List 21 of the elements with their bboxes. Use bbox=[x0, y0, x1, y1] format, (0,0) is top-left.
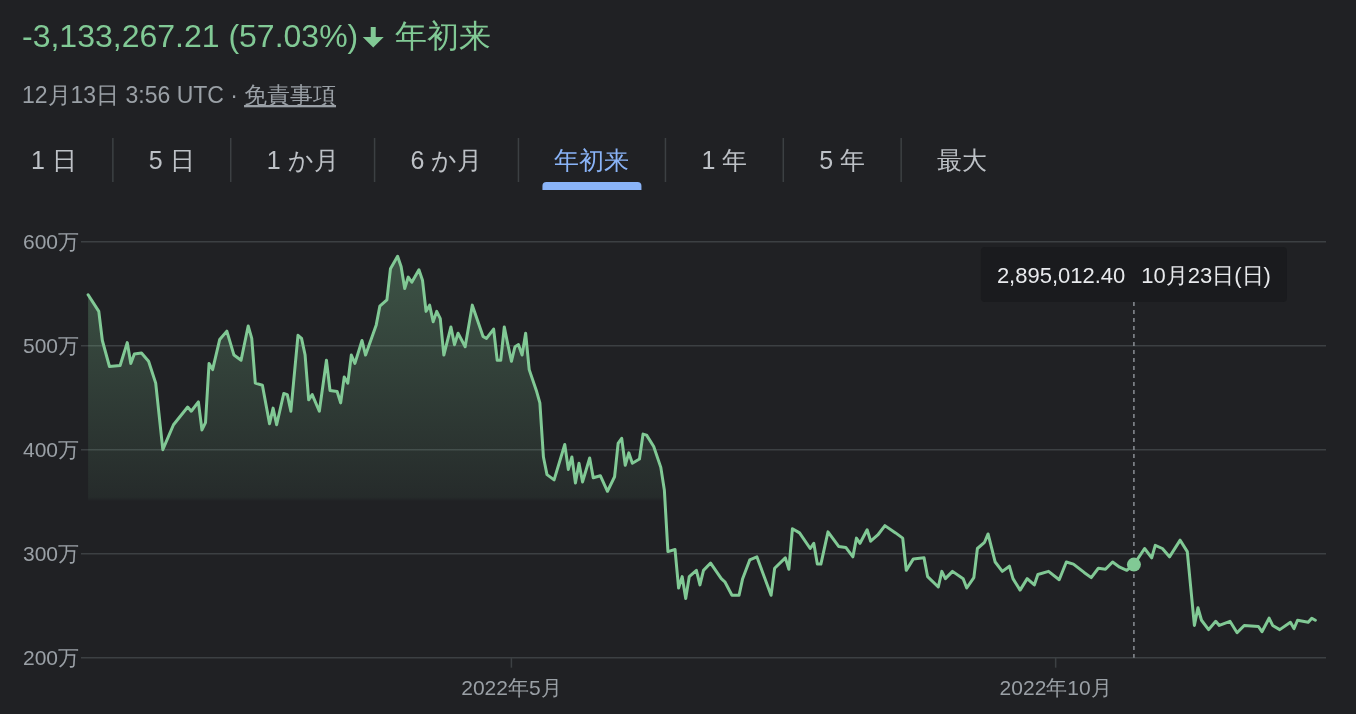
annotation: 2,895,012.40 bbox=[996, 263, 1126, 288]
range-label: 最大 bbox=[937, 146, 988, 174]
chart-title: -3,133,267.21 (57.03%) bbox=[22, 18, 359, 54]
range-label: 5 日 bbox=[148, 146, 195, 174]
range-label: 1 か月 bbox=[266, 146, 339, 174]
y-tick-label: 300万 bbox=[22, 542, 79, 566]
range-label: 1 日 bbox=[31, 146, 77, 174]
header: -3,133,267.21 (57.03%) 年初来 12月13日 3:56 UTC · 免責事項 bbox=[22, 18, 492, 108]
y-tick-label: 200万 bbox=[22, 646, 79, 670]
x-tick-label: 2022年10月 bbox=[999, 676, 1112, 699]
range-label: 1 年 bbox=[701, 146, 748, 174]
chart-subtitle: 年初来 bbox=[395, 18, 492, 54]
range-label: 6 か月 bbox=[410, 146, 483, 174]
y-tick-label: 400万 bbox=[22, 438, 79, 462]
y-tick-label: 600万 bbox=[22, 230, 79, 254]
range-label: 年初来 bbox=[554, 146, 630, 174]
x-tick-label: 2022年5月 bbox=[461, 676, 562, 699]
range-label: 5 年 bbox=[819, 146, 866, 174]
y-tick-label: 500万 bbox=[22, 334, 79, 358]
ref-line-label: 10月23日(日) bbox=[1141, 263, 1271, 288]
tooltip: 2,895,012.40 10月23日(日) bbox=[980, 247, 1287, 302]
